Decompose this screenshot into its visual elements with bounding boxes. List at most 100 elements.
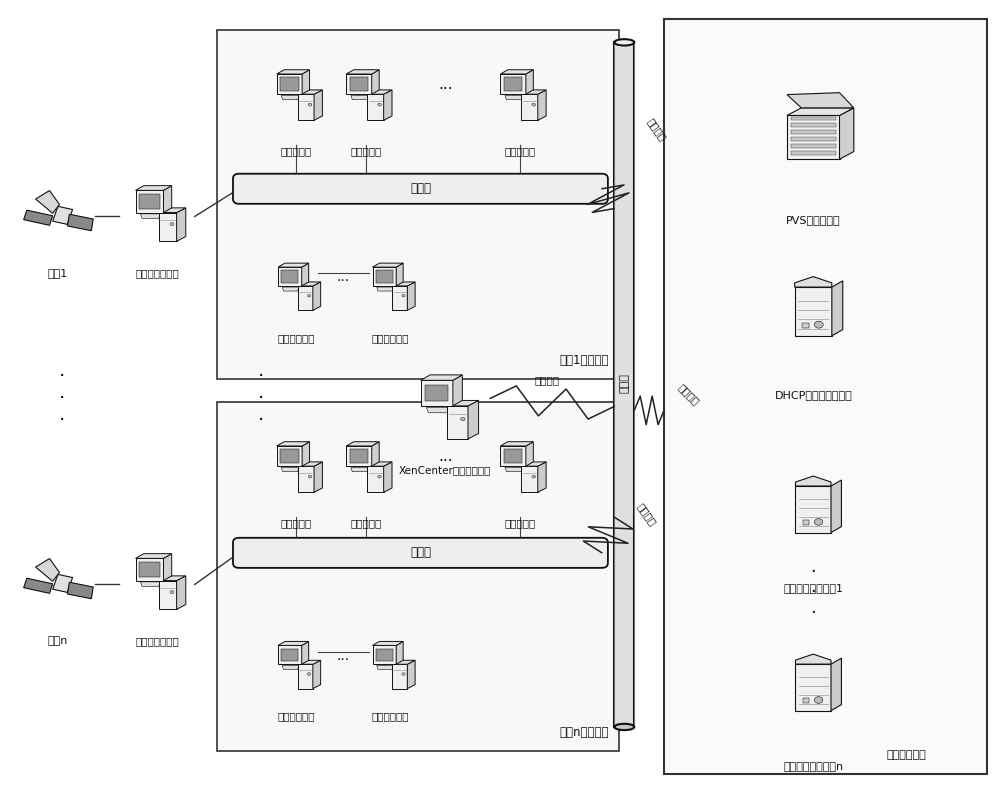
Bar <box>376 270 393 283</box>
Polygon shape <box>500 446 526 466</box>
Polygon shape <box>831 658 841 711</box>
Polygon shape <box>67 583 93 599</box>
Text: 卫星n: 卫星n <box>47 637 68 646</box>
Polygon shape <box>277 69 310 74</box>
Polygon shape <box>500 69 533 74</box>
Text: 卫星测试用数据库1: 卫星测试用数据库1 <box>783 583 843 594</box>
Circle shape <box>532 104 535 106</box>
Ellipse shape <box>614 39 634 45</box>
Bar <box>350 77 368 91</box>
Bar <box>791 137 836 141</box>
Polygon shape <box>795 486 831 532</box>
Polygon shape <box>795 664 831 711</box>
Circle shape <box>170 222 174 226</box>
Text: 卫星测试用数据库n: 卫星测试用数据库n <box>783 761 843 771</box>
Polygon shape <box>277 446 302 466</box>
Text: 分系统计算机: 分系统计算机 <box>277 712 315 721</box>
Polygon shape <box>136 190 163 213</box>
Polygon shape <box>36 190 59 214</box>
Polygon shape <box>505 467 523 472</box>
Polygon shape <box>795 476 831 486</box>
Circle shape <box>378 104 381 106</box>
Bar <box>791 151 836 155</box>
Circle shape <box>532 475 535 478</box>
Text: 局域网: 局域网 <box>410 183 431 195</box>
Polygon shape <box>787 92 854 108</box>
Polygon shape <box>313 660 321 689</box>
Text: 局域网: 局域网 <box>410 546 431 559</box>
Polygon shape <box>372 69 379 94</box>
Bar <box>376 649 393 661</box>
Polygon shape <box>278 642 309 646</box>
Text: ·
·
·: · · · <box>258 367 264 430</box>
Polygon shape <box>298 286 313 310</box>
Polygon shape <box>392 282 415 286</box>
Polygon shape <box>314 90 322 120</box>
Polygon shape <box>281 96 299 100</box>
Polygon shape <box>396 642 403 664</box>
Polygon shape <box>136 554 172 559</box>
Polygon shape <box>840 108 854 159</box>
Polygon shape <box>367 94 384 120</box>
Circle shape <box>308 104 312 106</box>
Polygon shape <box>831 480 841 532</box>
Polygon shape <box>795 654 831 664</box>
Circle shape <box>814 519 823 525</box>
Circle shape <box>402 294 405 297</box>
Ellipse shape <box>614 724 634 730</box>
Circle shape <box>307 294 311 297</box>
Polygon shape <box>787 116 840 159</box>
Polygon shape <box>396 263 403 286</box>
Polygon shape <box>53 575 73 592</box>
Text: ·
·
·: · · · <box>59 367 66 430</box>
Polygon shape <box>373 642 403 646</box>
Text: 终端计算机: 终端计算机 <box>281 519 312 528</box>
Polygon shape <box>53 206 73 225</box>
Text: 终端网络: 终端网络 <box>645 116 668 143</box>
Polygon shape <box>521 462 546 466</box>
Polygon shape <box>421 380 453 406</box>
Bar <box>802 323 809 328</box>
Bar <box>350 450 368 462</box>
Polygon shape <box>346 69 379 74</box>
Bar <box>280 450 299 462</box>
Circle shape <box>461 418 465 421</box>
Bar <box>139 562 160 576</box>
Polygon shape <box>392 664 407 689</box>
Polygon shape <box>351 467 369 472</box>
Polygon shape <box>505 96 523 100</box>
Polygon shape <box>795 277 832 287</box>
Polygon shape <box>521 90 546 94</box>
Circle shape <box>308 475 312 478</box>
Text: XenCenter主控台计算机: XenCenter主控台计算机 <box>399 465 491 475</box>
Text: 卫星1: 卫星1 <box>47 269 68 278</box>
Polygon shape <box>447 400 479 406</box>
Text: 终端计算机: 终端计算机 <box>504 147 536 156</box>
Polygon shape <box>351 96 369 100</box>
Circle shape <box>814 697 823 703</box>
Polygon shape <box>298 466 314 493</box>
Polygon shape <box>526 69 533 94</box>
Text: 终端计算机: 终端计算机 <box>504 519 536 528</box>
Polygon shape <box>373 267 396 286</box>
Text: 数据网络: 数据网络 <box>635 502 658 528</box>
Bar <box>664 18 987 775</box>
Polygon shape <box>832 281 843 336</box>
Text: 终端计算机: 终端计算机 <box>281 147 312 156</box>
Polygon shape <box>177 576 186 609</box>
Polygon shape <box>538 462 546 493</box>
Polygon shape <box>282 287 299 291</box>
Bar <box>791 130 836 134</box>
Polygon shape <box>407 282 415 310</box>
Bar <box>791 116 836 120</box>
Polygon shape <box>453 375 462 406</box>
Polygon shape <box>367 466 384 493</box>
Circle shape <box>378 475 381 478</box>
Bar <box>281 649 298 661</box>
Polygon shape <box>163 186 172 213</box>
Polygon shape <box>141 214 160 218</box>
Text: 分系统计算机: 分系统计算机 <box>277 333 315 344</box>
Polygon shape <box>313 282 321 310</box>
Polygon shape <box>392 286 407 310</box>
Polygon shape <box>141 582 160 587</box>
